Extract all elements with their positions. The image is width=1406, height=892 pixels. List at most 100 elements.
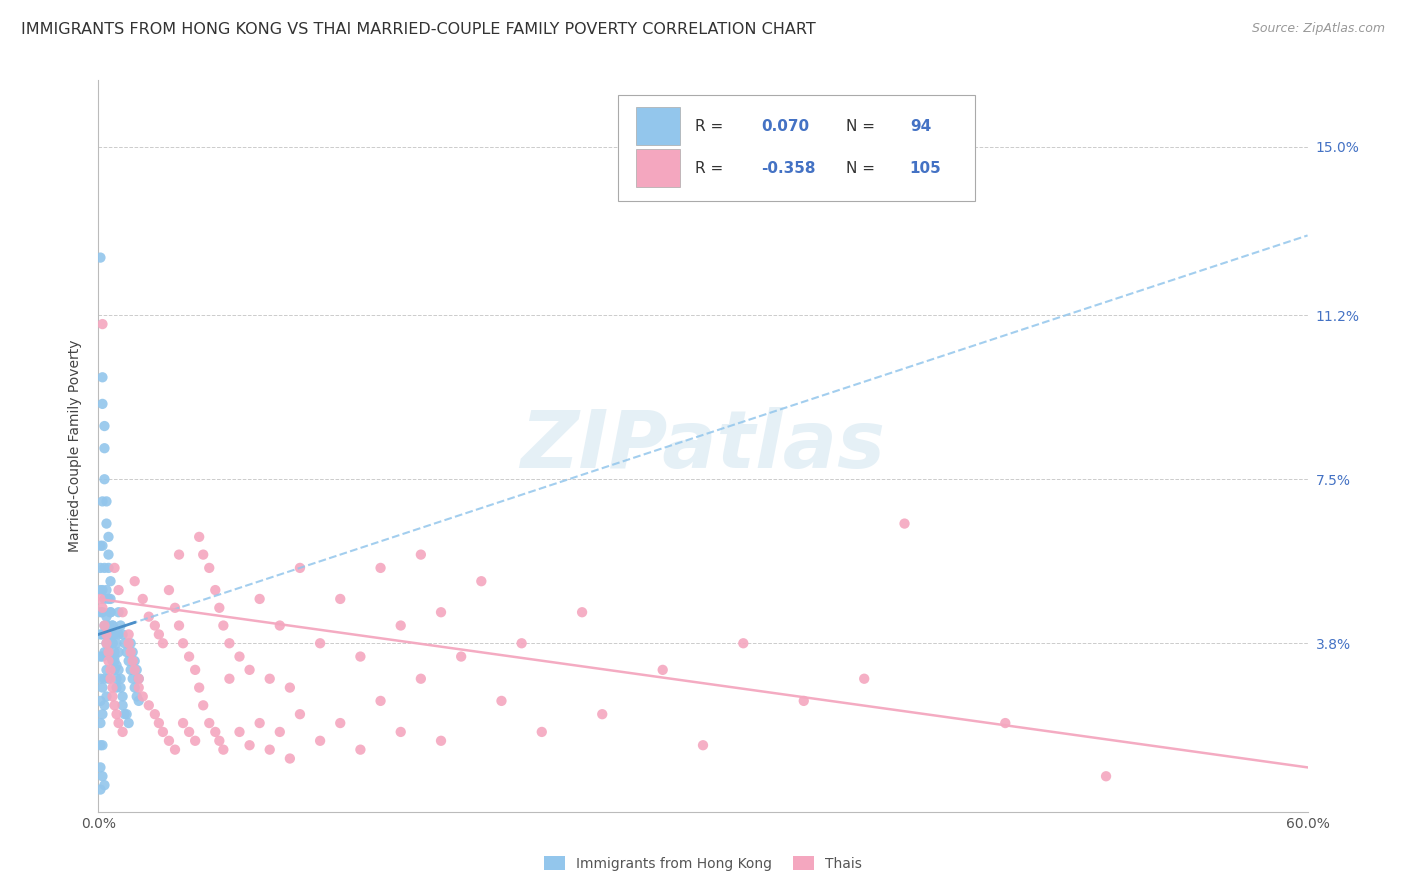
Point bbox=[269, 618, 291, 632]
Point bbox=[89, 251, 111, 265]
Point bbox=[1095, 769, 1118, 783]
Point bbox=[107, 605, 129, 619]
Point bbox=[132, 690, 155, 704]
Point bbox=[389, 725, 412, 739]
Point bbox=[101, 681, 124, 695]
Point bbox=[409, 548, 432, 562]
Point bbox=[100, 574, 122, 589]
Point bbox=[157, 583, 180, 598]
Point bbox=[89, 627, 111, 641]
Point bbox=[179, 649, 201, 664]
Point bbox=[184, 733, 207, 747]
Point bbox=[470, 574, 492, 589]
FancyBboxPatch shape bbox=[637, 107, 681, 145]
Point bbox=[93, 591, 115, 606]
Point bbox=[91, 681, 114, 695]
Point bbox=[105, 707, 128, 722]
Point bbox=[91, 370, 114, 384]
Point bbox=[793, 694, 815, 708]
Legend: Immigrants from Hong Kong, Thais: Immigrants from Hong Kong, Thais bbox=[538, 850, 868, 876]
Point bbox=[120, 636, 142, 650]
Point bbox=[115, 645, 138, 659]
Point bbox=[172, 716, 194, 731]
Point bbox=[101, 627, 124, 641]
Point bbox=[97, 561, 120, 575]
Point bbox=[204, 725, 226, 739]
Text: -0.358: -0.358 bbox=[761, 161, 815, 176]
Point bbox=[103, 663, 125, 677]
Point bbox=[329, 591, 352, 606]
Point bbox=[96, 627, 118, 641]
Point bbox=[278, 681, 301, 695]
Point bbox=[96, 636, 118, 650]
Point bbox=[89, 591, 111, 606]
Point bbox=[430, 605, 453, 619]
Point bbox=[89, 605, 111, 619]
Text: Source: ZipAtlas.com: Source: ZipAtlas.com bbox=[1251, 22, 1385, 36]
Point bbox=[188, 681, 211, 695]
Point bbox=[118, 627, 141, 641]
Point bbox=[100, 663, 122, 677]
Point bbox=[96, 636, 118, 650]
Point bbox=[491, 694, 513, 708]
Point bbox=[107, 645, 129, 659]
Point bbox=[103, 627, 125, 641]
Point bbox=[105, 672, 128, 686]
Point bbox=[409, 672, 432, 686]
Point bbox=[91, 707, 114, 722]
Point bbox=[132, 591, 155, 606]
Point bbox=[96, 494, 118, 508]
Point bbox=[97, 645, 120, 659]
Point bbox=[101, 636, 124, 650]
Point bbox=[89, 694, 111, 708]
Point bbox=[89, 561, 111, 575]
Point bbox=[107, 716, 129, 731]
Point bbox=[100, 605, 122, 619]
Text: 105: 105 bbox=[910, 161, 942, 176]
Point bbox=[530, 725, 553, 739]
Point bbox=[115, 707, 138, 722]
Point bbox=[389, 618, 412, 632]
Point bbox=[651, 663, 673, 677]
Point bbox=[309, 636, 332, 650]
Point bbox=[118, 716, 141, 731]
Point bbox=[96, 663, 118, 677]
Point bbox=[167, 618, 190, 632]
Point bbox=[228, 649, 250, 664]
Point bbox=[89, 782, 111, 797]
Point bbox=[138, 698, 160, 713]
Point bbox=[148, 716, 170, 731]
Point bbox=[105, 681, 128, 695]
Point bbox=[120, 663, 142, 677]
Point bbox=[91, 738, 114, 752]
Point bbox=[269, 725, 291, 739]
Point bbox=[96, 516, 118, 531]
Point bbox=[91, 583, 114, 598]
Point bbox=[89, 738, 111, 752]
Point bbox=[91, 317, 114, 331]
Point bbox=[893, 516, 915, 531]
Point bbox=[349, 649, 371, 664]
Point bbox=[93, 441, 115, 455]
Point bbox=[110, 672, 132, 686]
Point bbox=[167, 548, 190, 562]
Point bbox=[128, 681, 150, 695]
Text: 0.070: 0.070 bbox=[761, 119, 810, 134]
Point bbox=[89, 539, 111, 553]
Point bbox=[107, 627, 129, 641]
Point bbox=[193, 548, 215, 562]
Point bbox=[218, 672, 240, 686]
Text: N =: N = bbox=[845, 161, 875, 176]
Point bbox=[125, 690, 148, 704]
Point bbox=[239, 663, 262, 677]
Point bbox=[571, 605, 593, 619]
Point bbox=[91, 494, 114, 508]
Point bbox=[105, 658, 128, 673]
Point bbox=[138, 609, 160, 624]
Point bbox=[184, 663, 207, 677]
Point bbox=[110, 681, 132, 695]
Point bbox=[128, 672, 150, 686]
Point bbox=[125, 663, 148, 677]
Point bbox=[124, 654, 146, 668]
Point bbox=[100, 672, 122, 686]
